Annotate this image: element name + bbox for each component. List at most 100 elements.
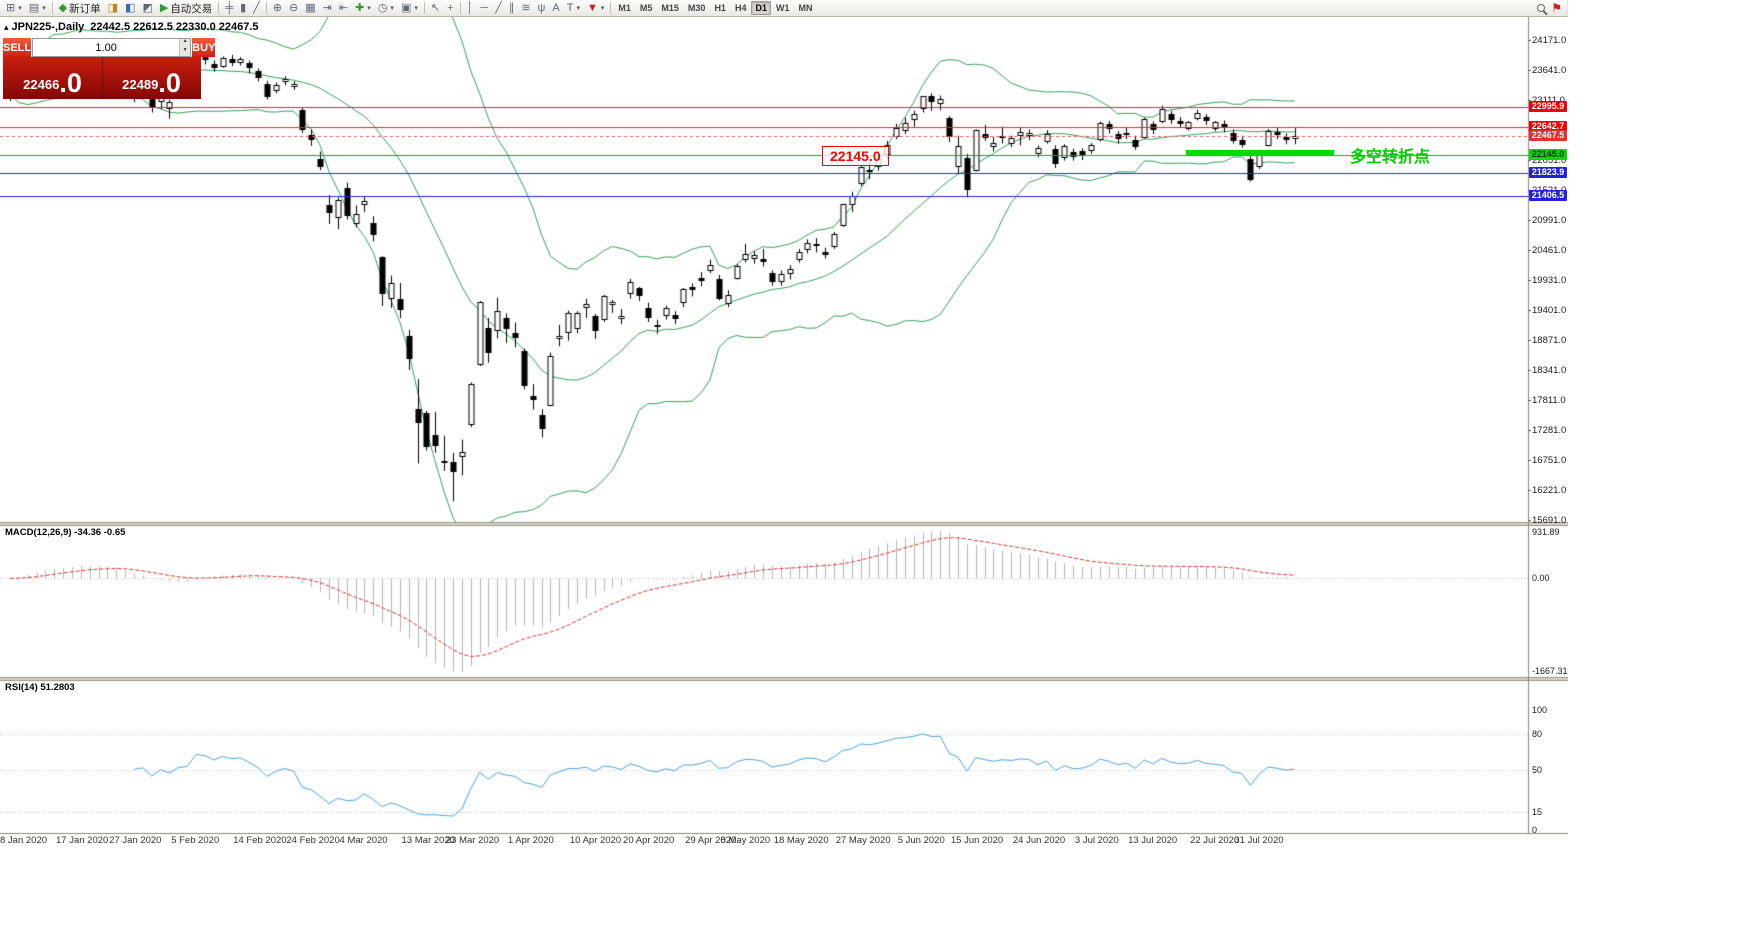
price-axis-tick: 16751.0: [1532, 455, 1567, 466]
price-axis-tick: 19931.0: [1532, 275, 1567, 286]
date-axis-label: 1 Apr 2020: [507, 835, 554, 846]
line-chart-button[interactable]: ╱: [250, 1, 263, 16]
stepper-up-icon[interactable]: ▲: [180, 39, 191, 48]
clock-icon: ◷: [377, 1, 388, 14]
profiles-button[interactable]: ▤ ▾: [26, 1, 49, 16]
channel-button[interactable]: ∥: [506, 1, 518, 16]
price-tag: 21406.5: [1529, 190, 1567, 202]
timeframe-m5[interactable]: M5: [639, 3, 653, 13]
chevron-down-icon: ▾: [18, 5, 22, 12]
timeframe-m15[interactable]: M15: [661, 3, 679, 13]
date-axis-label: 23 Mar 2020: [445, 835, 500, 846]
date-axis-label: 8 May 2020: [720, 835, 771, 846]
chart-canvas[interactable]: [0, 17, 1568, 848]
date-axis-label: 13 Jul 2020: [1128, 835, 1178, 846]
new-chart-button[interactable]: ⊞ ▾: [3, 1, 25, 16]
date-axis-label: 4 Mar 2020: [339, 835, 388, 846]
vertical-line-button[interactable]: │: [464, 1, 477, 16]
chevron-down-icon: ▾: [367, 5, 371, 12]
toolbar-separator: [423, 2, 425, 14]
date-axis-label: 5 Jun 2020: [897, 835, 945, 846]
toolbar-separator: [459, 2, 461, 14]
turning-point-trendline[interactable]: [1186, 150, 1334, 156]
templates-button[interactable]: ▣ ▾: [398, 1, 421, 16]
text-label-button[interactable]: T ▾: [564, 1, 583, 16]
fibonacci-button[interactable]: ≋: [518, 1, 533, 16]
indicators-plus-icon: ✚: [355, 1, 365, 14]
price-axis-tick: 20991.0: [1532, 215, 1567, 226]
search-icon[interactable]: [1537, 4, 1546, 12]
terminal-button[interactable]: ◨: [105, 1, 121, 16]
volume-stepper[interactable]: ▲ ▼: [179, 39, 191, 56]
autotrading-play-icon: ▶: [159, 1, 169, 14]
new-chart-icon: ⊞: [6, 1, 16, 14]
macd-indicator-label: MACD(12,26,9) -34.36 -0.65: [5, 527, 126, 538]
chart-shift-button[interactable]: ⇤: [336, 1, 351, 16]
macd-zero-label: 0.00: [1532, 573, 1550, 584]
timeframe-h1[interactable]: H1: [714, 3, 726, 13]
rsi-indicator-label: RSI(14) 51.2803: [5, 682, 75, 693]
cursor-icon: ↖: [430, 1, 441, 14]
bar-chart-icon: ╪: [225, 1, 234, 14]
new-order-button[interactable]: ◆ 新订单: [56, 1, 104, 16]
line-chart-icon: ╱: [253, 1, 260, 14]
trendline-button[interactable]: ╱: [492, 1, 505, 16]
stepper-down-icon[interactable]: ▼: [180, 47, 191, 56]
buy-price-main: 22489: [122, 77, 159, 92]
date-axis[interactable]: 8 Jan 2020 17 Jan 2020 27 Jan 2020 5 Feb 20…: [0, 834, 1528, 847]
timeframe-h4[interactable]: H4: [734, 3, 747, 13]
autotrading-button[interactable]: ▶ 自动交易: [157, 1, 215, 16]
date-axis-label: 27 Jan 2020: [109, 835, 162, 846]
crosshair-button[interactable]: +: [444, 1, 456, 16]
arrows-button[interactable]: ▼ ▾: [584, 1, 607, 16]
candlestick-chart-button[interactable]: ▮: [237, 1, 249, 16]
bar-chart-button[interactable]: ╪: [222, 1, 236, 16]
chart-ohlc-values: 22442.5 22612.5 22330.0 22467.5: [90, 21, 259, 33]
price-axis-tick: 24171.0: [1532, 35, 1567, 46]
pitchfork-button[interactable]: ψ: [535, 1, 549, 16]
tile-windows-icon: ▦: [305, 1, 316, 14]
rsi-level-label: 15: [1532, 807, 1543, 817]
zoom-in-button[interactable]: ⊕: [270, 1, 285, 16]
sell-price[interactable]: 22466.0: [3, 57, 102, 99]
sell-button[interactable]: SELL: [3, 38, 32, 57]
metaeditor-button[interactable]: ◧: [122, 1, 138, 16]
timeframe-w1[interactable]: W1: [775, 3, 790, 13]
timeframe-d1[interactable]: D1: [751, 1, 771, 15]
flag-icon[interactable]: ⚑: [1551, 1, 1562, 15]
timeframe-m30[interactable]: M30: [687, 3, 706, 13]
text-button[interactable]: A: [549, 1, 562, 16]
volume-box: ▲▼: [32, 38, 192, 57]
toolbar-separator: [51, 2, 53, 14]
timeframe-mn[interactable]: MN: [798, 3, 813, 13]
date-axis-label: 10 Apr 2020: [569, 835, 622, 846]
options-button[interactable]: ◩: [139, 1, 155, 16]
mt4-window: ⊞ ▾ ▤ ▾ ◆ 新订单 ◨ ◧ ◩ ▶ 自动交易 ╪ ▮ ╱ ⊕ ⊖ ▦ ⇥ ⇤ ✚…: [0, 0, 1568, 848]
autoscroll-button[interactable]: ⇥: [320, 1, 335, 16]
date-axis-label: 20 Apr 2020: [623, 835, 675, 846]
date-axis-label: 18 May 2020: [773, 835, 829, 846]
buy-button[interactable]: BUY: [192, 38, 216, 57]
toolbar-separator: [218, 2, 220, 14]
price-axis-tick: 20461.0: [1532, 245, 1567, 256]
timeframe-m1[interactable]: M1: [618, 3, 631, 13]
buy-price[interactable]: 22489.0: [102, 57, 201, 99]
macd-max-label: 931.89: [1532, 527, 1560, 537]
horizontal-line-button[interactable]: ─: [477, 1, 491, 16]
price-axis-tick: 17811.0: [1532, 395, 1566, 406]
price-annotation-box: 22145.0: [822, 146, 889, 166]
indicators-button[interactable]: ✚ ▾: [352, 1, 374, 16]
tile-windows-button[interactable]: ▦: [302, 1, 318, 16]
date-axis-label: 5 Feb 2020: [171, 835, 220, 846]
periods-button[interactable]: ◷ ▾: [375, 1, 397, 16]
sell-price-main: 22466: [23, 77, 60, 92]
new-order-icon: ◆: [58, 1, 68, 14]
cursor-button[interactable]: ↖: [428, 1, 443, 16]
trendline-icon: ╱: [495, 1, 502, 14]
fibonacci-icon: ≋: [521, 1, 531, 14]
zoom-out-icon: ⊖: [289, 1, 299, 14]
date-axis-label: 24 Jun 2020: [1012, 835, 1066, 846]
date-axis-label: 15 Jun 2020: [950, 835, 1004, 846]
volume-input[interactable]: [33, 39, 180, 56]
zoom-out-button[interactable]: ⊖: [286, 1, 301, 16]
